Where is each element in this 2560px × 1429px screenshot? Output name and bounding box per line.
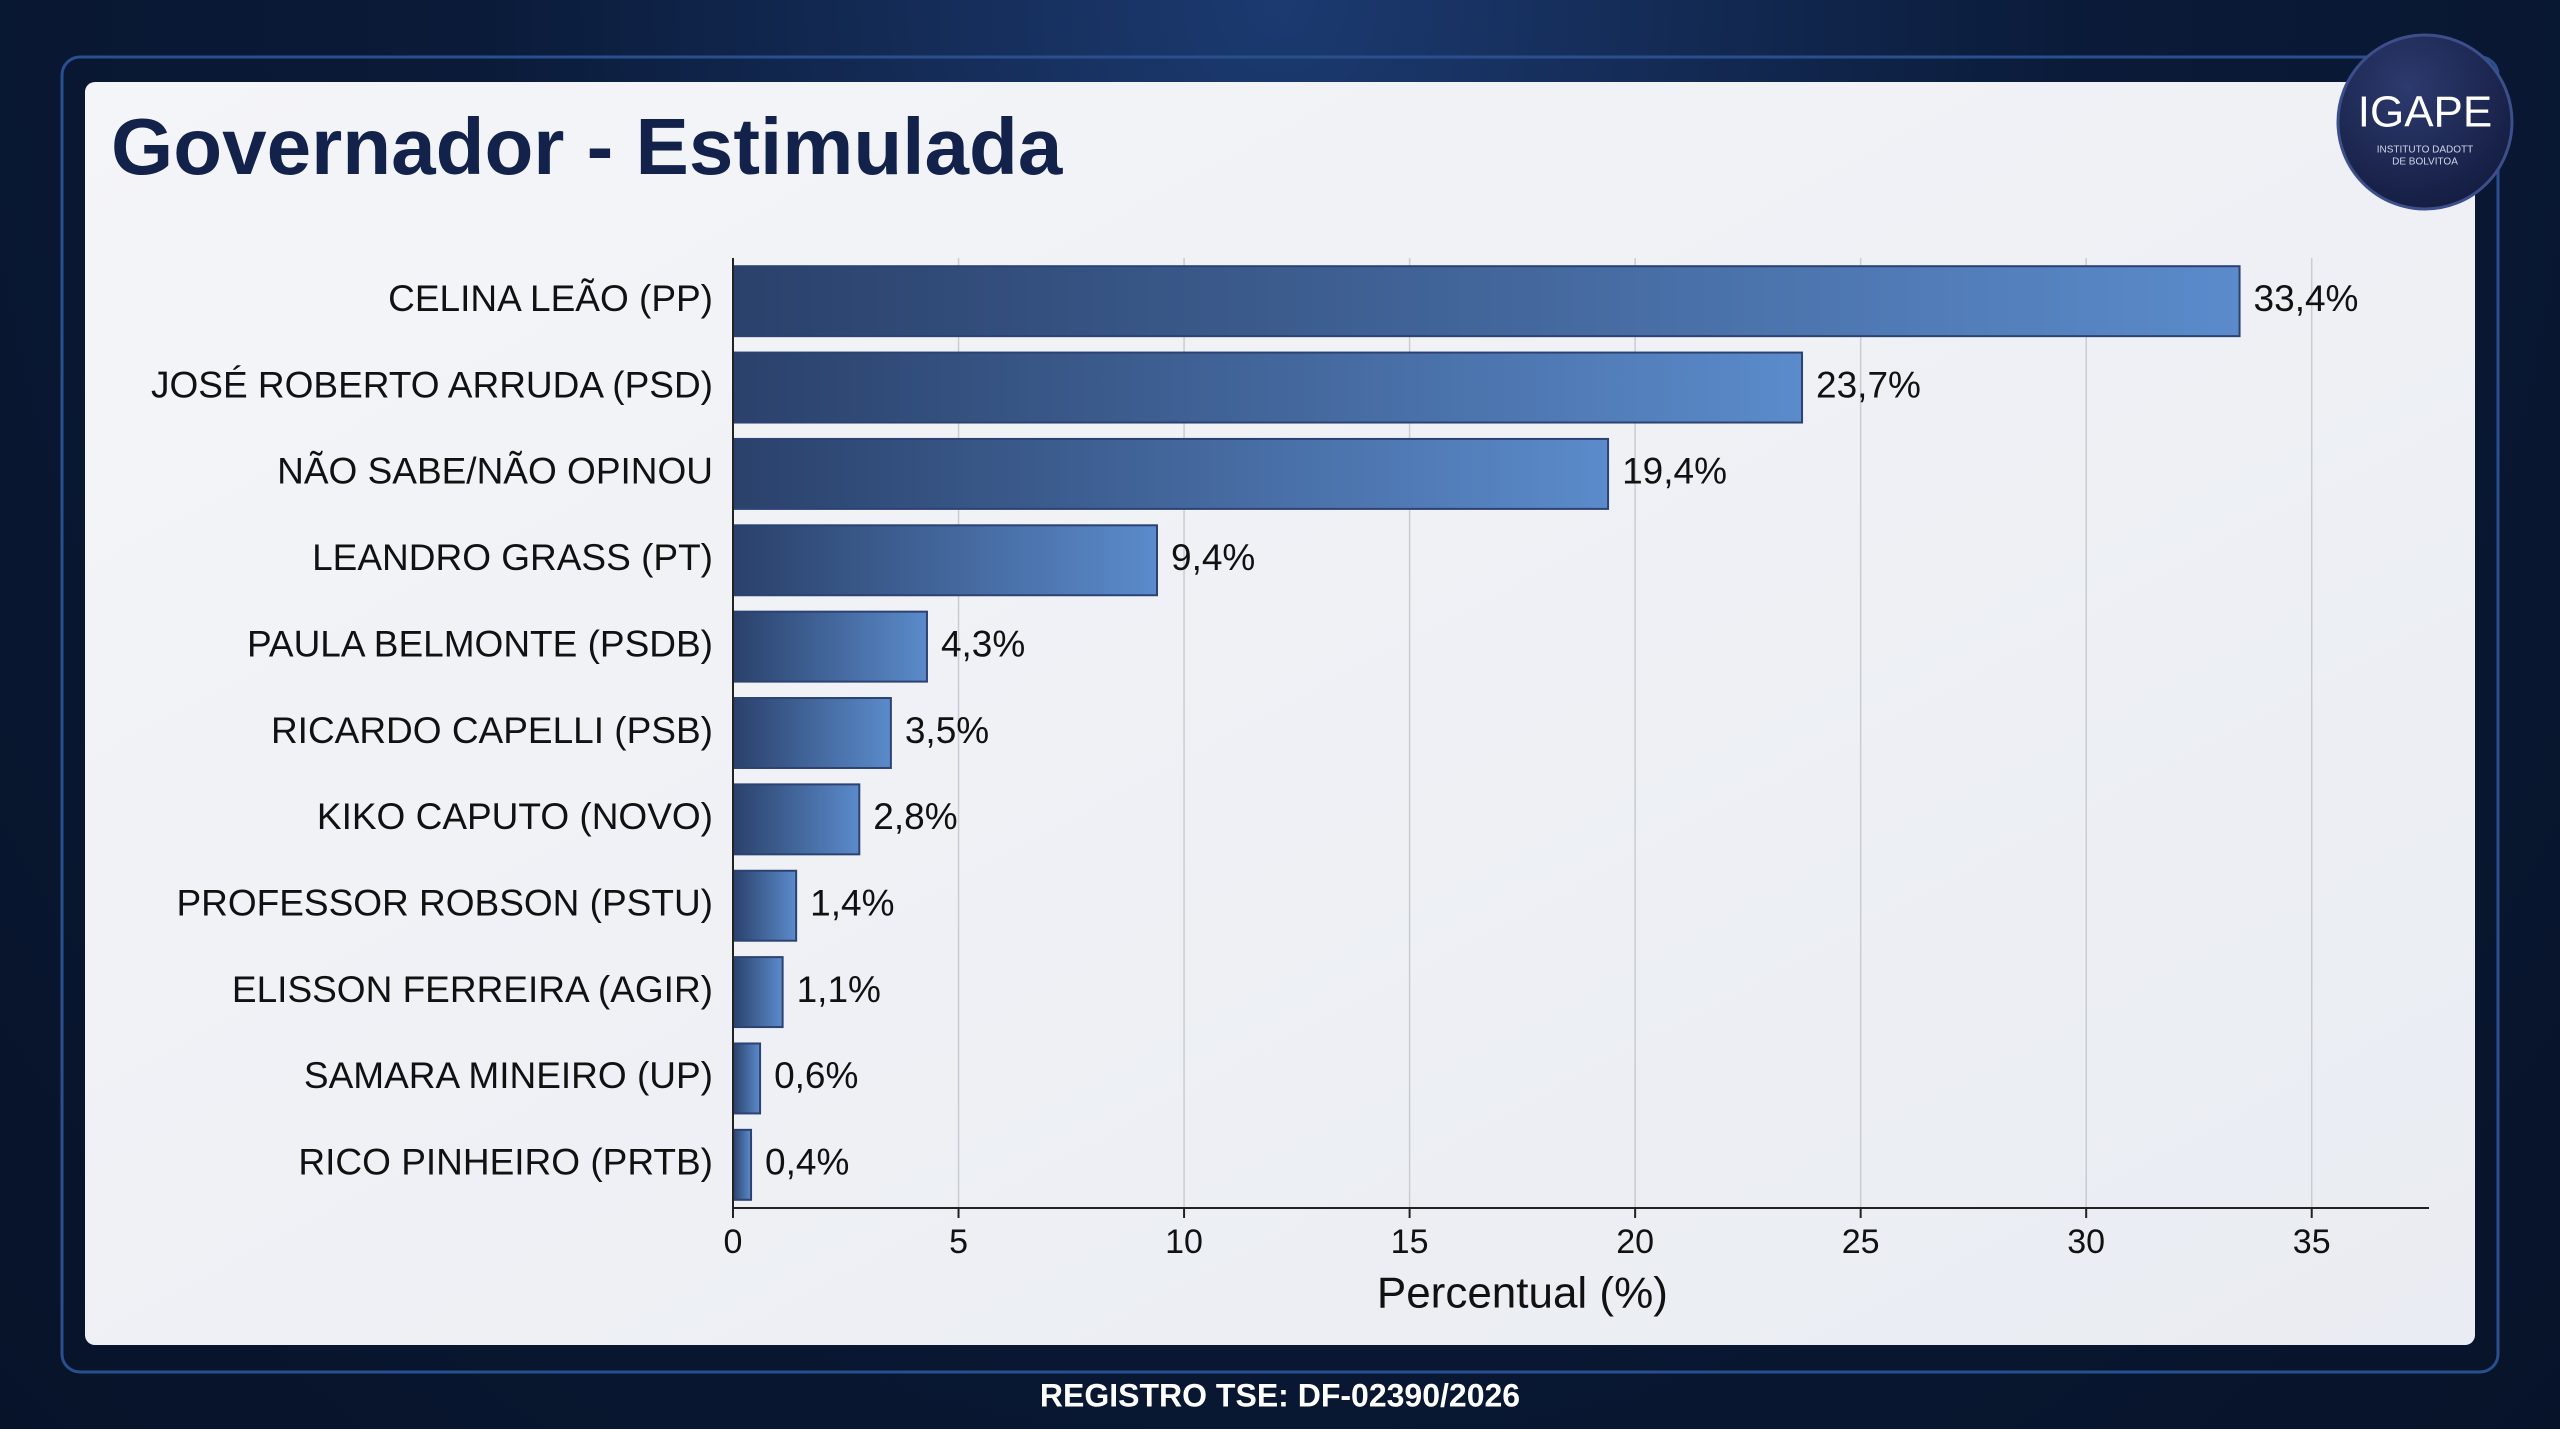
- x-tick-label: 0: [724, 1223, 743, 1261]
- value-label: 4,3%: [941, 623, 1025, 664]
- logo: IGAPE INSTITUTO DADOTT DE BOLVITOA: [2336, 33, 2514, 211]
- bar: [732, 524, 1158, 597]
- y-tick-label: PROFESSOR ROBSON (PSTU): [176, 883, 713, 924]
- bar: [732, 437, 1610, 510]
- value-label: 23,7%: [1816, 364, 1921, 405]
- logo-line: DE BOLVITOA: [2392, 157, 2458, 168]
- bar: [732, 869, 798, 942]
- y-tick-label: RICARDO CAPELLI (PSB): [271, 710, 713, 751]
- x-tick-label: 15: [1391, 1223, 1429, 1261]
- footer: REGISTRO TSE: DF-02390/2026: [1040, 1377, 1520, 1413]
- bar: [732, 697, 892, 769]
- value-label: 2,8%: [873, 796, 957, 837]
- bar: [732, 351, 1804, 424]
- value-label: 1,1%: [797, 969, 881, 1010]
- value-label: 9,4%: [1171, 537, 1255, 578]
- chart-title: Governador - Estimulada: [111, 102, 1063, 191]
- y-tick-label: CELINA LEÃO (PP): [388, 278, 713, 319]
- plot: 0 5 10 15 20 25 30 35 Percentual (%) CELINA LEÃO …: [151, 258, 2429, 1318]
- value-label: 0,4%: [765, 1142, 849, 1183]
- y-tick-label: KIKO CAPUTO (NOVO): [317, 796, 713, 837]
- outer-frame: [60, 55, 2500, 1374]
- x-tick-label: 35: [2293, 1223, 2331, 1261]
- x-tick-label: 5: [949, 1223, 968, 1261]
- x-axis-label: Percentual (%): [1377, 1269, 1668, 1318]
- x-tick-label: 10: [1165, 1223, 1203, 1261]
- value-label: 0,6%: [774, 1055, 858, 1096]
- bar: [732, 610, 928, 683]
- logo-circle: [2336, 33, 2514, 211]
- logo-name: IGAPE: [2358, 88, 2493, 137]
- y-tick-label: SAMARA MINEIRO (UP): [304, 1055, 713, 1096]
- y-tick-label: ELISSON FERREIRA (AGIR): [232, 969, 713, 1010]
- value-label: 3,5%: [905, 710, 989, 751]
- panel: [85, 82, 2475, 1345]
- y-tick-label: JOSÉ ROBERTO ARRUDA (PSD): [151, 364, 713, 405]
- value-label: 19,4%: [1622, 451, 1727, 492]
- x-tick-label: 25: [1842, 1223, 1880, 1261]
- x-tick-label: 30: [2067, 1223, 2105, 1261]
- logo-line: INSTITUTO DADOTT: [2377, 145, 2473, 156]
- value-label: 33,4%: [2254, 278, 2359, 319]
- bar: [732, 1042, 762, 1115]
- bar: [732, 265, 2241, 338]
- y-tick-label: NÃO SABE/NÃO OPINOU: [277, 451, 713, 492]
- value-label: 1,4%: [810, 883, 894, 924]
- bar: [732, 956, 784, 1029]
- y-tick-label: PAULA BELMONTE (PSDB): [247, 623, 713, 664]
- bar: [732, 783, 861, 856]
- bar: [732, 1128, 753, 1201]
- y-tick-label: RICO PINHEIRO (PRTB): [298, 1142, 713, 1183]
- x-tick-label: 20: [1616, 1223, 1654, 1261]
- y-tick-label: LEANDRO GRASS (PT): [312, 537, 713, 578]
